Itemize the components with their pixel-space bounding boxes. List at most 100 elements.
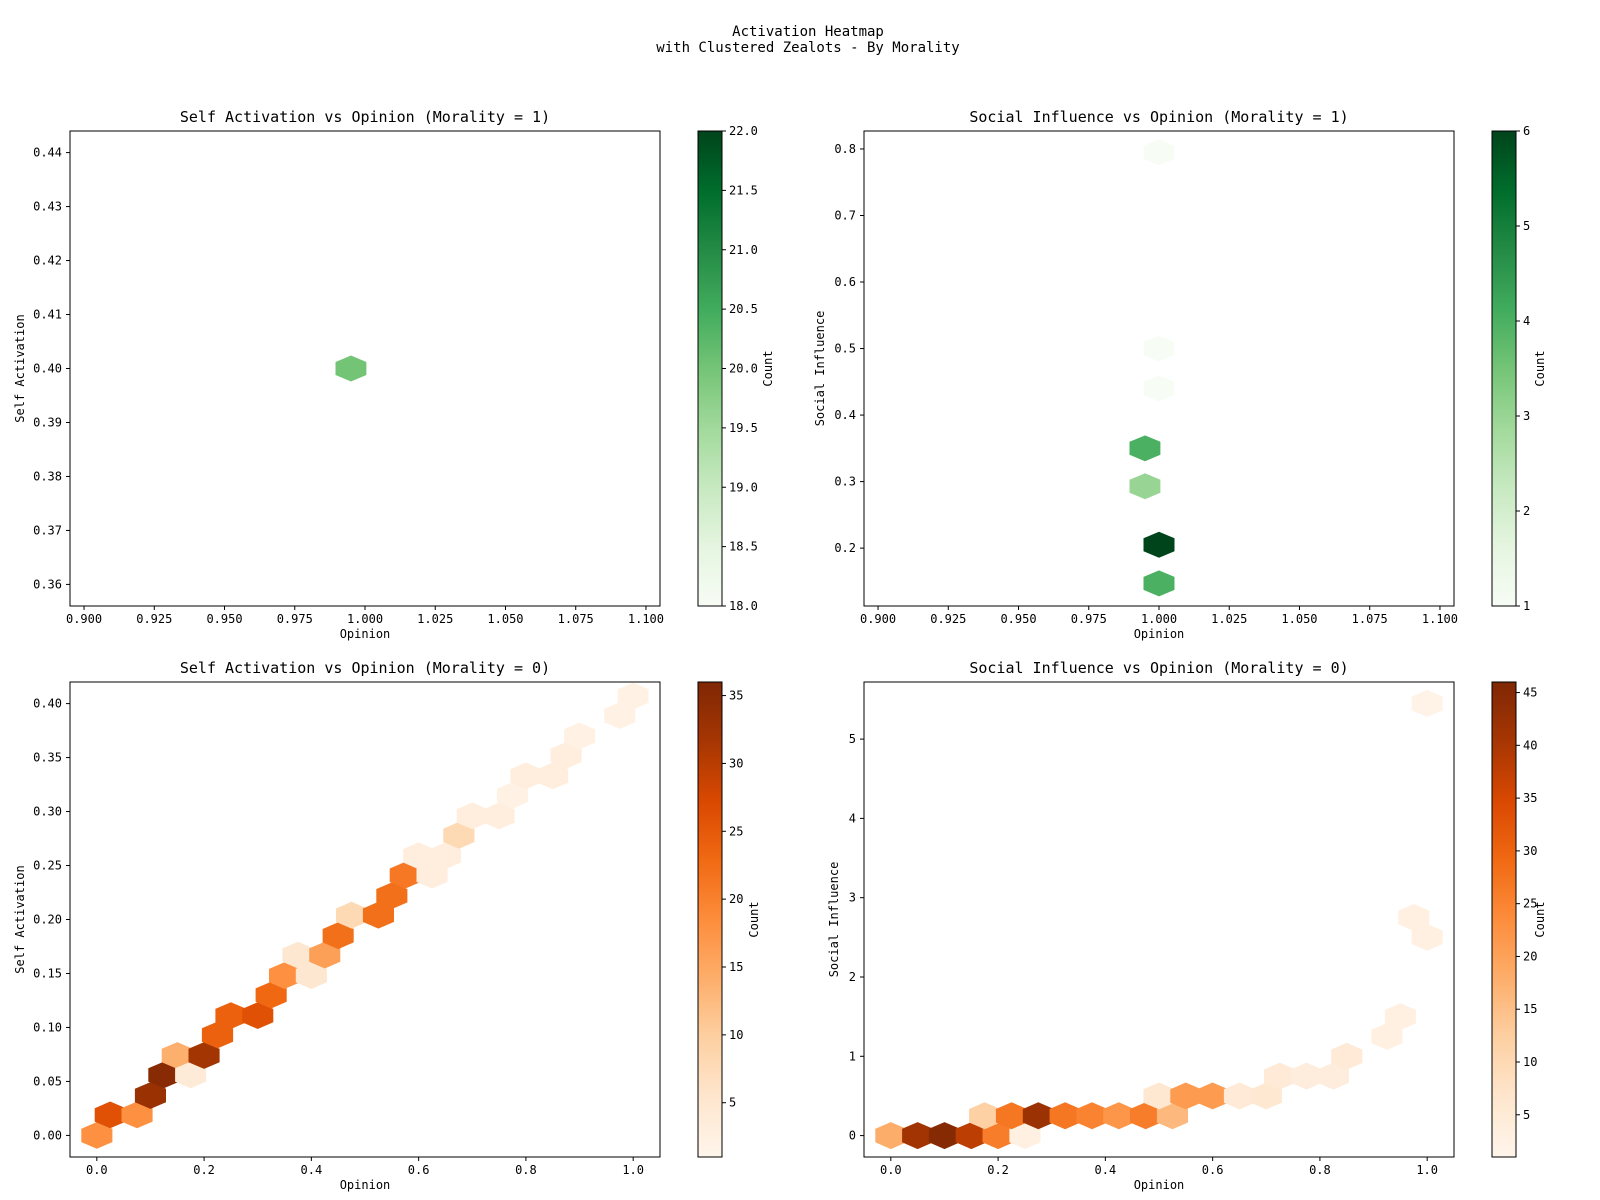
x-tick-label: 1.050 xyxy=(487,612,523,626)
y-tick-label: 0.8 xyxy=(834,142,856,156)
hexbin-cell xyxy=(269,962,301,989)
colorbar-gradient xyxy=(1491,681,1517,1158)
hexbin-cell xyxy=(282,941,314,969)
y-tick-label: 3 xyxy=(849,891,856,905)
colorbar-tick-label: 35 xyxy=(729,689,743,703)
colorbar-tick-label: 2 xyxy=(1523,504,1530,518)
hexbin-layer xyxy=(335,355,367,382)
y-tick-label: 0.5 xyxy=(834,342,856,356)
hexbin-cell xyxy=(496,782,529,809)
x-tick-label: 0.950 xyxy=(1000,612,1036,626)
x-tick-label: 0.4 xyxy=(1095,1163,1117,1177)
hexbin-cell xyxy=(1223,1082,1255,1110)
x-tick-label: 0.6 xyxy=(408,1163,430,1177)
x-tick-label: 1.025 xyxy=(1211,612,1247,626)
hexbin-cell xyxy=(1103,1102,1135,1130)
hexbin-cell xyxy=(537,762,569,790)
axes-frame xyxy=(863,681,1455,1158)
colorbar-tick-label: 18.5 xyxy=(729,540,758,554)
colorbar: 18.0 18.5 19.0 19.5 20.0 20.5 21.0 21.5 22.0 Coun… xyxy=(697,124,775,613)
hexbin-cell xyxy=(1143,335,1175,362)
hexbin-cell xyxy=(1143,1082,1175,1110)
hexbin-cell xyxy=(121,1101,153,1129)
colorbar-label: Count xyxy=(1533,350,1547,386)
hexbin-cell xyxy=(309,941,341,969)
subplot-4: Social Influence vs Opinion (Morality = … xyxy=(827,659,1547,1192)
hexbin-cell xyxy=(969,1102,1001,1130)
hexbin-cell xyxy=(362,901,394,929)
y-tick-label: 0.2 xyxy=(834,541,856,555)
x-tick-label: 0.2 xyxy=(193,1163,215,1177)
hexbin-cell xyxy=(875,1122,907,1150)
hexbin-cell xyxy=(429,842,461,870)
colorbar-tick-label: 1 xyxy=(1523,599,1530,613)
hexbin-cell xyxy=(1009,1122,1041,1150)
y-tick-label: 0.37 xyxy=(33,523,62,537)
colorbar-tick-label: 6 xyxy=(1523,124,1530,138)
y-axis-label: Social Influence xyxy=(827,862,841,978)
hexbin-cell xyxy=(955,1122,987,1150)
colorbar-tick-label: 10 xyxy=(1523,1055,1537,1069)
hexbin-cell xyxy=(604,702,636,729)
hexbin-cell xyxy=(443,821,475,849)
x-tick-label: 1.0 xyxy=(622,1163,644,1177)
subplot-title: Social Influence vs Opinion (Morality = … xyxy=(969,108,1348,126)
colorbar-tick-label: 15 xyxy=(729,960,743,974)
hexbin-cell xyxy=(1130,1102,1162,1130)
y-tick-label: 0.6 xyxy=(834,275,856,289)
hexbin-cell xyxy=(215,1002,247,1029)
hexbin-cell xyxy=(1143,375,1175,402)
y-tick-label: 2 xyxy=(849,970,856,984)
hexbin-cell xyxy=(416,861,448,889)
x-tick-label: 1.075 xyxy=(1352,612,1388,626)
y-tick-label: 0.4 xyxy=(834,408,856,422)
hexbin-cell xyxy=(1197,1082,1229,1110)
x-tick-label: 0.4 xyxy=(301,1163,323,1177)
hexbin-cell xyxy=(510,762,542,790)
x-tick-label: 0.2 xyxy=(987,1163,1009,1177)
hexbin-cell xyxy=(456,802,488,830)
hexbin-cell xyxy=(389,861,421,889)
y-tick-label: 0.15 xyxy=(33,966,62,980)
hexbin-cell xyxy=(1049,1102,1081,1130)
hexbin-cell xyxy=(564,722,596,750)
x-tick-label: 1.100 xyxy=(628,612,664,626)
colorbar-tick-label: 35 xyxy=(1523,791,1537,805)
hexbin-cell xyxy=(550,742,582,769)
hexbin-cell xyxy=(188,1042,220,1069)
x-tick-label: 0.0 xyxy=(880,1163,902,1177)
colorbar-tick-label: 20.0 xyxy=(729,362,758,376)
colorbar-tick-label: 25 xyxy=(1523,897,1537,911)
hexbin-cell xyxy=(1331,1042,1363,1070)
y-tick-label: 0.39 xyxy=(33,415,62,429)
colorbar-tick-label: 10 xyxy=(729,1028,743,1042)
colorbar-tick-label: 19.5 xyxy=(729,421,758,435)
colorbar-tick-label: 30 xyxy=(1523,844,1537,858)
hexbin-cell xyxy=(1317,1062,1349,1090)
colorbar-label: Count xyxy=(747,901,761,937)
x-tick-label: 1.050 xyxy=(1281,612,1317,626)
hexbin-cell xyxy=(94,1101,126,1129)
figure-title-line2: with Clustered Zealots - By Morality xyxy=(656,40,959,56)
y-tick-label: 0.20 xyxy=(33,913,62,927)
figure-title-line1: Activation Heatmap xyxy=(732,24,884,40)
y-tick-label: 0.41 xyxy=(33,308,62,322)
hexbin-cell xyxy=(617,682,649,710)
hexbin-cell xyxy=(1022,1102,1054,1130)
y-tick-label: 0.40 xyxy=(33,362,62,376)
x-axis-label: Opinion xyxy=(340,627,391,641)
hexbin-cell xyxy=(1143,139,1175,166)
x-tick-label: 1.025 xyxy=(417,612,453,626)
colorbar-tick-label: 30 xyxy=(729,756,743,770)
colorbar-tick-label: 20 xyxy=(1523,949,1537,963)
hexbin-cell xyxy=(1411,923,1443,951)
x-tick-label: 0.8 xyxy=(515,1163,537,1177)
hexbin-cell xyxy=(134,1082,166,1109)
x-axis-label: Opinion xyxy=(1134,627,1185,641)
hexbin-layer xyxy=(1129,139,1175,597)
colorbar-tick-label: 20 xyxy=(729,892,743,906)
colorbar-tick-label: 5 xyxy=(1523,1108,1530,1122)
colorbar-gradient xyxy=(697,130,723,607)
y-tick-label: 1 xyxy=(849,1049,856,1063)
y-tick-label: 0.40 xyxy=(33,697,62,711)
